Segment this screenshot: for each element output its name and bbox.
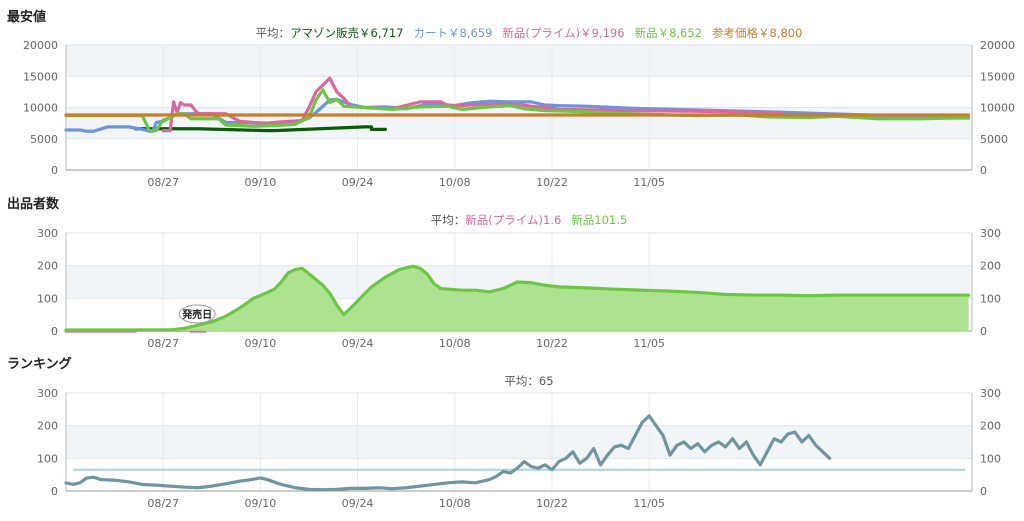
x-tick-label: 10/08	[439, 497, 471, 510]
y-tick-label-right: 300	[980, 387, 1001, 400]
x-tick-label: 11/05	[633, 497, 665, 510]
legend-item: 新品(プライム)1.6	[465, 213, 561, 227]
y-tick-label-right: 100	[980, 452, 1001, 465]
y-tick-label-right: 200	[980, 420, 1001, 433]
panel-title: ランキング	[7, 356, 72, 372]
series-line	[64, 264, 971, 332]
y-tick-label-left: 200	[37, 420, 58, 433]
x-tick-label: 09/24	[342, 176, 374, 189]
x-tick-label: 11/05	[633, 337, 665, 350]
plot-band	[66, 393, 972, 426]
y-tick-label-left: 300	[37, 387, 58, 400]
y-tick-label-left: 200	[37, 260, 58, 273]
y-tick-label-right: 300	[980, 227, 1001, 240]
y-tick-label-left: 5000	[30, 133, 58, 146]
x-tick-label: 09/10	[245, 337, 277, 350]
y-tick-label-left: 10000	[23, 102, 58, 115]
series-line	[64, 414, 832, 492]
x-tick-label: 09/24	[342, 497, 374, 510]
panel-title: 出品者数	[7, 196, 60, 212]
chart-legend: 平均：新品(プライム)1.6 新品101.5	[431, 213, 627, 227]
x-tick-label: 10/22	[536, 337, 568, 350]
legend-prefix: 平均：	[256, 26, 291, 40]
x-tick-label: 09/10	[245, 497, 277, 510]
y-tick-label-right: 0	[980, 325, 987, 338]
y-tick-label-left: 0	[51, 485, 58, 498]
release-date-bubble	[178, 304, 216, 324]
chart-legend: 平均：65	[504, 374, 553, 388]
legend-value: 65	[539, 374, 554, 388]
x-tick-label: 11/05	[633, 176, 665, 189]
series-area	[66, 266, 969, 331]
y-tick-label-left: 0	[51, 325, 58, 338]
y-tick-label-left: 300	[37, 227, 58, 240]
y-tick-label-right: 10000	[980, 102, 1015, 115]
y-tick-label-right: 0	[980, 485, 987, 498]
y-tick-label-left: 100	[37, 292, 58, 305]
x-tick-label: 10/08	[439, 337, 471, 350]
y-tick-label-right: 15000	[980, 70, 1015, 83]
series-line	[133, 125, 387, 133]
y-tick-label-left: 15000	[23, 70, 58, 83]
legend-prefix: 平均：	[504, 374, 539, 388]
x-tick-label: 10/22	[536, 497, 568, 510]
x-tick-label: 09/10	[245, 176, 277, 189]
x-tick-label: 08/27	[147, 176, 179, 189]
x-tick-label: 10/08	[439, 176, 471, 189]
legend-item: 参考価格￥8,800	[712, 26, 802, 40]
panel-title: 最安値	[7, 9, 46, 25]
y-tick-label-right: 100	[980, 292, 1001, 305]
y-tick-label-left: 0	[51, 164, 58, 177]
plot-band	[66, 425, 972, 459]
legend-item: カート￥8,659	[413, 26, 492, 40]
legend-item: 新品101.5	[571, 213, 627, 227]
plot-band	[66, 45, 972, 77]
plot-band	[66, 138, 972, 170]
legend-prefix: 平均：	[431, 213, 466, 227]
y-tick-label-right: 5000	[980, 133, 1008, 146]
legend-item: 新品(プライム)￥9,196	[502, 26, 624, 40]
x-tick-label: 09/24	[342, 337, 374, 350]
legend-item: 新品￥8,652	[635, 26, 702, 40]
chart-legend: 平均：アマゾン販売￥6,717 カート￥8,659 新品(プライム)￥9,196 新品…	[256, 26, 803, 40]
x-tick-label: 08/27	[147, 497, 179, 510]
plot-band	[66, 233, 972, 266]
y-tick-label-left: 20000	[23, 39, 58, 52]
y-tick-label-left: 100	[37, 452, 58, 465]
legend-item: アマゾン販売￥6,717	[290, 26, 403, 40]
y-tick-label-right: 0	[980, 164, 987, 177]
y-tick-label-right: 20000	[980, 39, 1015, 52]
x-tick-label: 08/27	[147, 337, 179, 350]
series-line	[161, 76, 783, 133]
y-tick-label-right: 200	[980, 260, 1001, 273]
x-tick-label: 10/22	[536, 176, 568, 189]
release-date-label: 発売日	[181, 308, 212, 321]
